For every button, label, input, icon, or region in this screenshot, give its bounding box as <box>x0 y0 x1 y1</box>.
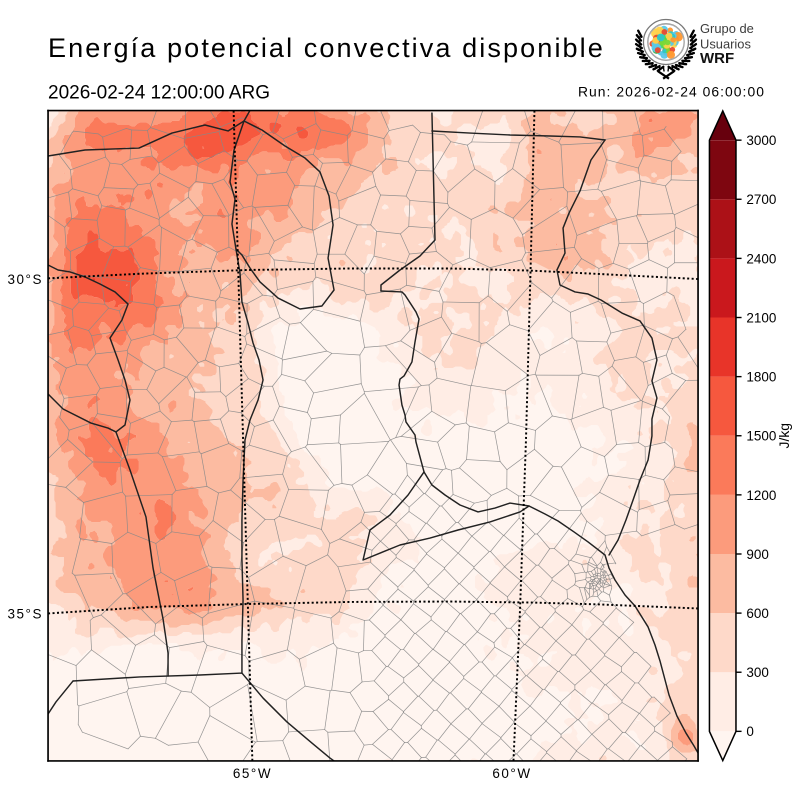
svg-text:Energía potencial convectiva d: Energía potencial convectiva disponible <box>48 32 605 63</box>
svg-text:J/kg: J/kg <box>776 423 792 448</box>
svg-text:Usuarios: Usuarios <box>700 37 751 52</box>
svg-text:2400: 2400 <box>746 251 776 266</box>
svg-text:0: 0 <box>746 724 754 739</box>
svg-text:1200: 1200 <box>746 488 776 503</box>
svg-text:2100: 2100 <box>746 310 776 325</box>
svg-text:600: 600 <box>746 606 768 621</box>
svg-text:300: 300 <box>746 665 768 680</box>
svg-text:Grupo de: Grupo de <box>700 21 754 36</box>
svg-text:1800: 1800 <box>746 370 776 385</box>
svg-text:35°S: 35°S <box>8 607 43 622</box>
svg-text:1500: 1500 <box>746 429 776 444</box>
svg-text:60°W: 60°W <box>492 766 531 781</box>
svg-text:WRF: WRF <box>700 50 734 67</box>
svg-text:65°W: 65°W <box>233 766 272 781</box>
svg-text:Run: 2026-02-24 06:00:00: Run: 2026-02-24 06:00:00 <box>578 84 765 100</box>
svg-text:900: 900 <box>746 547 768 562</box>
svg-text:2700: 2700 <box>746 192 776 207</box>
svg-text:30°S: 30°S <box>8 272 43 287</box>
svg-text:2026-02-24 12:00:00 ARG: 2026-02-24 12:00:00 ARG <box>48 83 270 104</box>
svg-text:3000: 3000 <box>746 133 776 148</box>
